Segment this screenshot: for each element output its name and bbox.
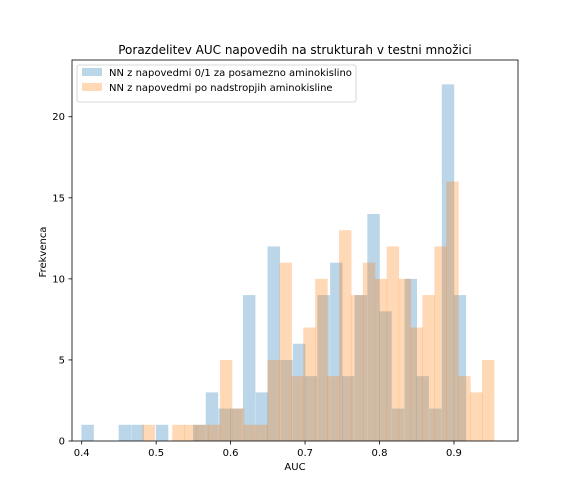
histogram-bar-series-1-bin-14 <box>304 376 318 441</box>
x-tick-label: 0.6 <box>223 448 239 459</box>
y-tick-label: 5 <box>59 355 65 366</box>
histogram-bar-series-2-bin-11 <box>279 262 292 441</box>
legend-label-2: NN z napovedmi po nadstropjih aminokisli… <box>109 83 333 94</box>
y-axis-label: Frekvenca <box>38 227 49 278</box>
histogram-bar-series-1-bin-15 <box>317 295 330 441</box>
histogram-bar-series-1-bin-2 <box>118 424 132 441</box>
histogram-bar-series-1-bin-9 <box>242 295 256 441</box>
histogram-bar-series-1-bin-12 <box>280 359 293 441</box>
histogram-bar-series-2-bin-28 <box>482 359 495 441</box>
chart-title: Porazdelitev AUC napovedih na strukturah… <box>118 43 472 57</box>
legend-label-1: NN z napovedmi 0/1 za posamezno aminokis… <box>109 68 352 79</box>
histogram-bar-series-2-bin-15 <box>327 376 340 441</box>
histogram-bar-series-1-bin-26 <box>453 295 467 441</box>
histogram-bar-series-2-bin-5 <box>208 424 221 441</box>
histogram-bar-series-2-bin-8 <box>243 424 257 441</box>
x-tick-label: 0.8 <box>372 448 388 459</box>
bars-layer <box>81 84 495 441</box>
y-tick-label: 0 <box>59 437 65 448</box>
histogram-bar-series-1-bin-18 <box>354 295 368 441</box>
histogram-bar-series-1-bin-16 <box>330 262 343 441</box>
histogram-bar-series-2-bin-26 <box>458 376 471 441</box>
histogram-bar-series-1-bin-11 <box>267 246 280 441</box>
histogram-bar-series-2-bin-4 <box>196 424 209 441</box>
histogram-bar-series-2-bin-25 <box>446 181 459 441</box>
histogram-bar-series-2-bin-14 <box>315 278 328 441</box>
histogram-bar-series-1-bin-6 <box>205 392 219 441</box>
histogram-bar-series-1-bin-22 <box>404 278 417 441</box>
x-tick-label: 0.4 <box>74 448 90 459</box>
histogram-bar-series-2-bin-6 <box>219 359 233 441</box>
histogram-bar-series-1-bin-24 <box>429 408 442 441</box>
histogram-bar-series-2-bin-23 <box>422 295 435 441</box>
histogram-bar-series-1-bin-21 <box>391 408 405 441</box>
legend-box <box>76 64 357 103</box>
histogram-bar-series-2-bin-12 <box>291 376 304 441</box>
histogram-bar-series-1-bin-17 <box>342 376 355 441</box>
x-tick-label: 0.9 <box>446 448 462 459</box>
y-tick-label: 10 <box>52 274 65 285</box>
histogram-bar-series-1-bin-1 <box>81 424 94 441</box>
histogram-bar-series-2-bin-1 <box>142 424 155 441</box>
histogram-bar-series-1-bin-19 <box>367 214 380 441</box>
histogram-bar-series-2-bin-24 <box>434 246 447 441</box>
histogram-bar-series-1-bin-20 <box>379 311 392 441</box>
histogram-bar-series-2-bin-20 <box>386 246 400 441</box>
x-axis-label: AUC <box>284 462 305 473</box>
histogram-bar-series-1-bin-10 <box>255 392 269 441</box>
legend-swatch-2 <box>82 83 102 91</box>
histogram-bar-series-2-bin-18 <box>362 262 376 441</box>
histogram-bar-series-1-bin-23 <box>416 376 429 441</box>
histogram-bar-series-2-bin-19 <box>374 278 388 441</box>
axes-layer: 0.4 0.5 0.6 0.7 0.8 0.9 0 5 10 15 20 <box>52 59 519 459</box>
histogram-bar-series-2-bin-27 <box>470 392 483 441</box>
histogram-bar-series-2-bin-3 <box>184 424 197 441</box>
histogram-bar-series-1-bin-7 <box>218 408 231 441</box>
x-tick-label: 0.7 <box>297 448 313 459</box>
histogram-bar-series-2-bin-13 <box>303 327 316 441</box>
histogram-bar-series-2-bin-21 <box>398 278 412 441</box>
histogram-bar-series-1-bin-8 <box>230 408 243 441</box>
histogram-bar-series-1-bin-4 <box>155 424 169 441</box>
histogram-bar-series-2-bin-2 <box>172 424 185 441</box>
plot-frame <box>71 59 519 442</box>
histogram-bar-series-1-bin-3 <box>131 424 144 441</box>
histogram-bar-series-2-bin-17 <box>350 295 364 441</box>
y-tick-label: 20 <box>52 112 65 123</box>
histogram-bar-series-2-bin-10 <box>267 359 280 441</box>
histogram-bar-series-2-bin-22 <box>410 327 423 441</box>
x-tick-label: 0.5 <box>148 448 164 459</box>
histogram-bar-series-1-bin-5 <box>193 424 206 441</box>
histogram-bar-series-2-bin-9 <box>255 424 269 441</box>
legend-swatch-1 <box>82 68 102 76</box>
legend: NN z napovedmi 0/1 za posamezno aminokis… <box>76 64 357 103</box>
histogram-bar-series-1-bin-25 <box>441 84 455 441</box>
histogram-bar-series-1-bin-13 <box>292 343 306 441</box>
histogram-bar-series-2-bin-16 <box>339 230 352 441</box>
y-tick-label: 15 <box>52 193 65 204</box>
histogram-bar-series-2-bin-7 <box>231 408 245 441</box>
